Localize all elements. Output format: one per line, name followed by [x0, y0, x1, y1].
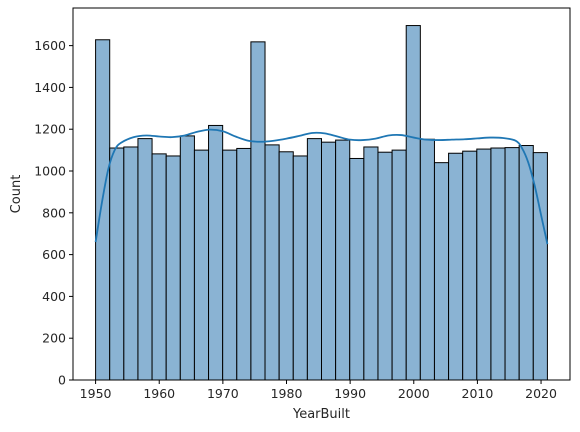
y-tick-label: 0 — [58, 373, 66, 388]
histogram-bar — [95, 39, 111, 381]
x-tick-label: 2020 — [525, 386, 557, 401]
y-tick-label: 200 — [42, 331, 66, 346]
histogram-bar — [306, 138, 322, 381]
histogram-bar — [518, 145, 534, 381]
x-tick-label: 1950 — [80, 386, 112, 401]
histogram-bar — [391, 149, 407, 381]
histogram-bar — [419, 138, 435, 381]
histogram-bar — [433, 162, 450, 381]
histogram-bar — [179, 135, 195, 381]
x-tick-label: 2010 — [462, 386, 494, 401]
histogram-bar — [292, 155, 308, 381]
x-tick-label: 1990 — [334, 386, 366, 401]
x-axis: 1950 1960 1970 1980 1990 2000 2010 2020 — [80, 380, 557, 401]
y-tick-label: 1600 — [34, 38, 66, 53]
histogram-bar — [349, 157, 365, 381]
histogram-bar — [490, 147, 506, 381]
histogram-bar — [476, 148, 492, 381]
histogram-bar — [123, 146, 139, 381]
histogram-bar — [151, 153, 167, 381]
y-tick-label: 1000 — [34, 164, 66, 179]
x-axis-title: YearBuilt — [292, 407, 350, 422]
histogram-bars — [95, 25, 548, 381]
histogram-bar — [278, 151, 294, 381]
histogram-bar — [193, 149, 210, 381]
histogram-bar — [448, 152, 464, 381]
x-tick-label: 1960 — [143, 386, 175, 401]
histogram-bar — [504, 147, 520, 381]
x-tick-label: 1970 — [207, 386, 239, 401]
y-tick-label: 1400 — [34, 80, 66, 95]
histogram-bar — [405, 25, 421, 381]
histogram-bar — [137, 138, 153, 381]
histogram-bar — [335, 139, 351, 381]
x-tick-label: 1980 — [271, 386, 303, 401]
histogram-bar — [208, 124, 224, 381]
histogram-bar — [250, 41, 266, 381]
histogram-bar — [264, 144, 280, 381]
y-axis-title: Count — [9, 175, 24, 214]
histogram-bar — [321, 141, 337, 381]
x-tick-label: 2000 — [398, 386, 430, 401]
y-axis: 0 200 400 600 800 1000 1200 1400 1600 — [34, 38, 73, 388]
histogram-bar — [109, 147, 125, 381]
histogram-bar — [165, 155, 181, 381]
kde-curve-line — [94, 128, 549, 245]
y-tick-label: 1200 — [34, 122, 66, 137]
histogram-bar — [462, 150, 478, 381]
y-tick-label: 800 — [42, 205, 66, 220]
y-tick-label: 400 — [42, 289, 66, 304]
histogram-bar — [363, 146, 379, 381]
plot-frame — [72, 7, 571, 381]
y-tick-label: 600 — [42, 247, 66, 262]
histogram-bar — [377, 151, 393, 381]
histogram-bar — [222, 149, 238, 381]
histogram-bar — [236, 147, 252, 381]
